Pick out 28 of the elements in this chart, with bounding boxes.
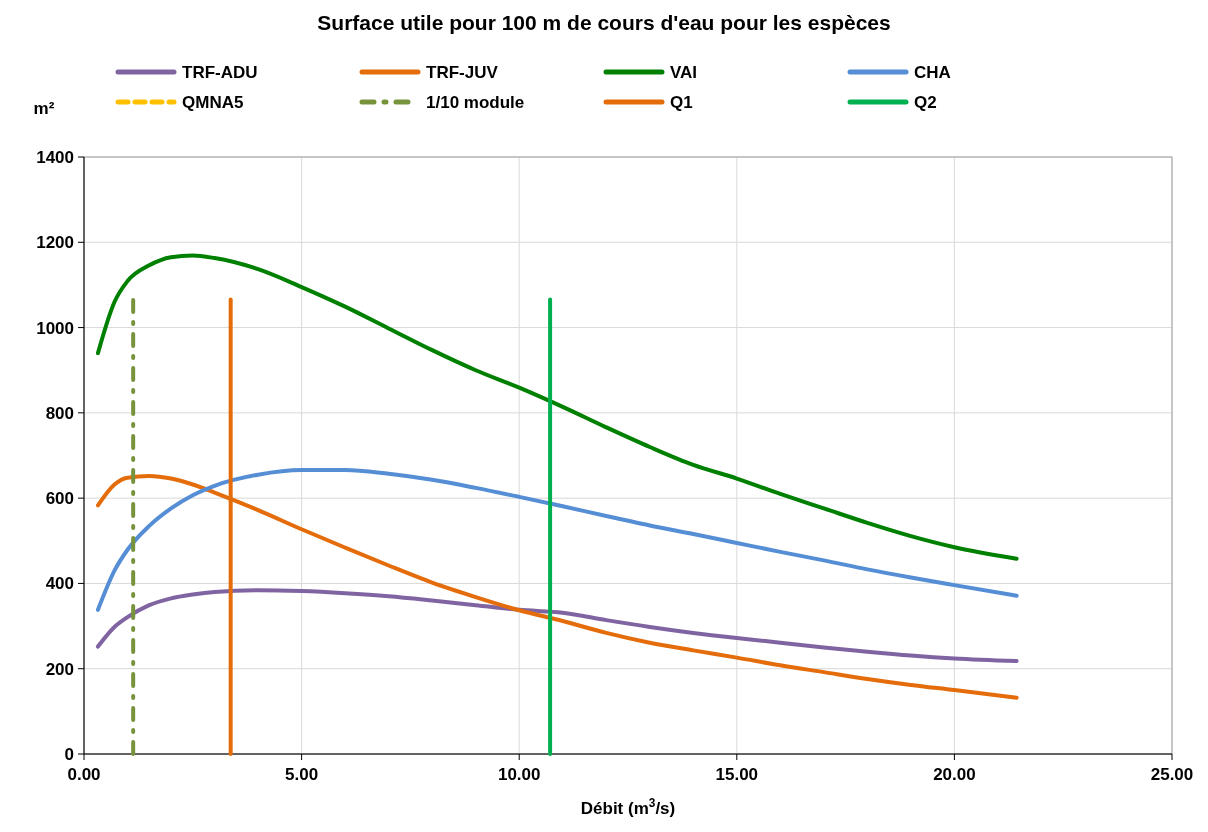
y-tick-label: 200 — [45, 659, 74, 679]
y-tick-label: 1200 — [36, 233, 74, 253]
x-tick-label: 0.00 — [67, 765, 101, 784]
y-tick-label: 800 — [45, 403, 74, 423]
y-tick-label: 400 — [45, 574, 74, 594]
y-axis-title: m² — [33, 99, 55, 118]
y-tick-label: 1400 — [36, 147, 74, 167]
legend-label: QMNA5 — [182, 92, 244, 112]
x-tick-label: 20.00 — [933, 765, 976, 784]
legend-label: VAI — [670, 62, 698, 82]
line-series — [95, 468, 1019, 612]
line-series — [95, 588, 1019, 664]
line-series — [95, 253, 1019, 561]
x-tick-label: 25.00 — [1150, 765, 1194, 784]
legend-label: Q2 — [914, 92, 937, 112]
legend-label: 1/10 module — [426, 92, 525, 112]
x-tick-label: 15.00 — [715, 765, 759, 784]
legend-label: TRF-ADU — [182, 62, 258, 82]
chart-title: Surface utile pour 100 m de cours d'eau pour les espèces — [317, 11, 891, 34]
legend-label: CHA — [914, 62, 951, 82]
y-tick-label: 600 — [45, 489, 74, 509]
legend-label: TRF-JUV — [426, 62, 499, 82]
y-tick-label: 0 — [64, 744, 74, 764]
x-tick-label: 10.00 — [497, 765, 541, 784]
legend-label: Q1 — [670, 92, 693, 112]
y-tick-label: 1000 — [36, 318, 74, 338]
x-tick-label: 5.00 — [285, 765, 319, 784]
x-axis-title: Débit (m$^{3}$/s) — [580, 796, 676, 818]
